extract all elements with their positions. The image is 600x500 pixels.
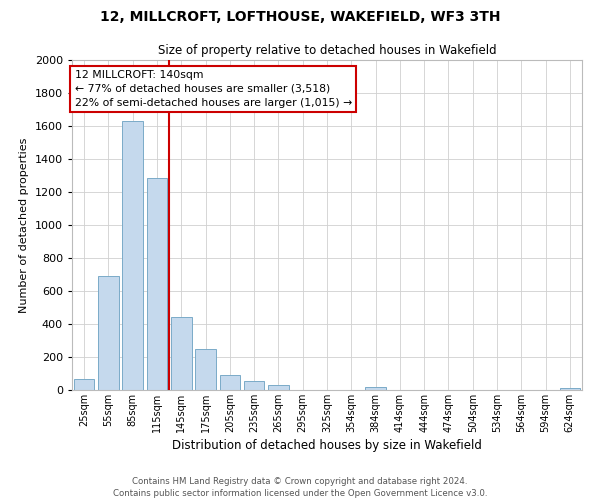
Bar [365, 386, 386, 390]
Text: 12 MILLCROFT: 140sqm
← 77% of detached houses are smaller (3,518)
22% of semi-de: 12 MILLCROFT: 140sqm ← 77% of detached h… [74, 70, 352, 108]
X-axis label: Distribution of detached houses by size in Wakefield: Distribution of detached houses by size … [172, 439, 482, 452]
Title: Size of property relative to detached houses in Wakefield: Size of property relative to detached ho… [158, 44, 496, 58]
Bar [244, 382, 265, 390]
Bar [268, 385, 289, 390]
Bar [146, 178, 167, 390]
Bar [171, 318, 191, 390]
Text: 12, MILLCROFT, LOFTHOUSE, WAKEFIELD, WF3 3TH: 12, MILLCROFT, LOFTHOUSE, WAKEFIELD, WF3… [100, 10, 500, 24]
Y-axis label: Number of detached properties: Number of detached properties [19, 138, 29, 312]
Bar [560, 388, 580, 390]
Bar [74, 380, 94, 390]
Bar [122, 121, 143, 390]
Text: Contains HM Land Registry data © Crown copyright and database right 2024.
Contai: Contains HM Land Registry data © Crown c… [113, 476, 487, 498]
Bar [98, 276, 119, 390]
Bar [195, 349, 216, 390]
Bar [220, 375, 240, 390]
